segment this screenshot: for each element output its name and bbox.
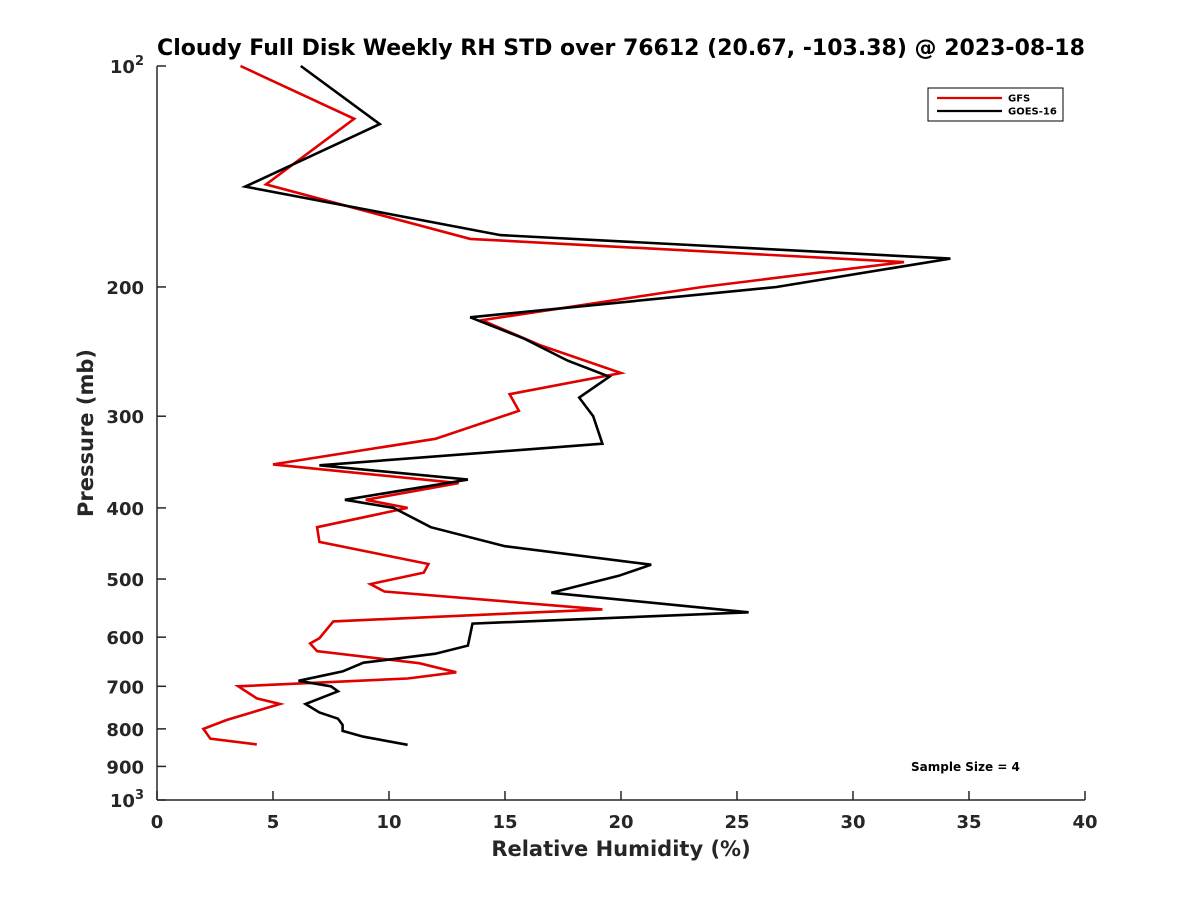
x-tick-label: 5 <box>267 812 280 833</box>
x-tick-label: 20 <box>608 812 633 833</box>
y-tick-label: 500 <box>106 570 144 591</box>
legend: GFS GOES-16 <box>927 87 1064 122</box>
axes: 0 5 10 15 20 25 30 35 40 102 200 300 400 500 600 700 800… <box>106 54 1097 833</box>
y-tick-label: 400 <box>106 499 144 520</box>
x-tick-label: 35 <box>956 812 981 833</box>
x-tick-label: 10 <box>376 812 401 833</box>
y-tick-label: 800 <box>106 720 144 741</box>
series-line-goes-16 <box>240 64 951 747</box>
y-axis-label: Pressure (mb) <box>74 349 98 517</box>
legend-label-goes16: GOES-16 <box>1008 107 1057 118</box>
y-tick-label: 200 <box>106 278 144 299</box>
x-tick-label: 0 <box>151 812 164 833</box>
legend-box <box>927 87 1064 122</box>
y-tick-label: 300 <box>106 407 144 428</box>
chart-title: Cloudy Full Disk Weekly RH STD over 7661… <box>157 36 1085 61</box>
x-axis-label: Relative Humidity (%) <box>491 837 750 861</box>
y-tick-label: 103 <box>110 788 144 812</box>
x-tick-label: 40 <box>1072 812 1097 833</box>
x-tick-label: 30 <box>840 812 865 833</box>
sample-size-annotation: Sample Size = 4 <box>911 760 1020 774</box>
y-tick-label: 700 <box>106 677 144 698</box>
x-tick-label: 15 <box>492 812 517 833</box>
x-tick-label: 25 <box>724 812 749 833</box>
y-tick-label: 900 <box>106 757 144 778</box>
legend-label-gfs: GFS <box>1008 94 1030 105</box>
series-line-gfs <box>201 64 905 746</box>
y-tick-label: 102 <box>110 54 144 78</box>
series-layer <box>201 64 951 747</box>
y-tick-label: 600 <box>106 628 144 649</box>
